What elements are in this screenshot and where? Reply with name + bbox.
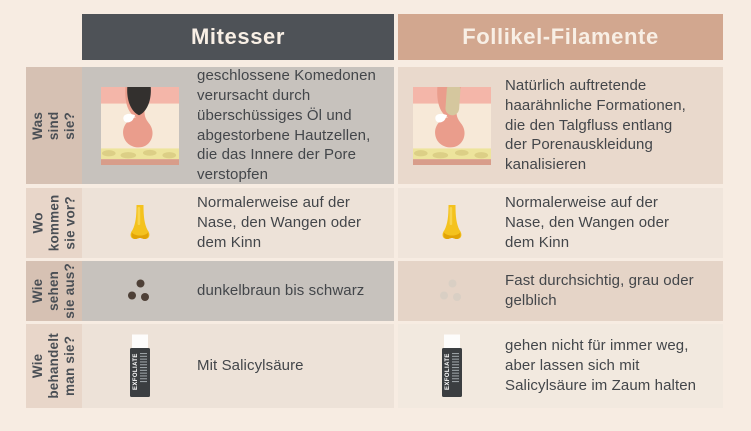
dark-dots-icon: [127, 279, 149, 301]
icon-box: [398, 86, 505, 165]
filament-appearance-text: Fast durchsichtig, grau oder gelblich: [505, 272, 694, 309]
cell-filament-treatment: EXFOLIATE gehen nicht für immer weg, abe…: [398, 324, 723, 408]
mitesser-definition-text: geschlossene Komedonen verursacht durch …: [197, 67, 376, 184]
row-label-was-sind-sie: Was sind sie?: [26, 67, 82, 184]
light-dots-icon: [439, 279, 461, 301]
cell-mitesser-location: Normalerweise auf der Nase, den Wangen o…: [82, 188, 394, 258]
skin-cross-section-blackhead-icon: [100, 86, 179, 165]
cell-mitesser-treatment: EXFOLIATE Mit Salicylsäure: [82, 324, 394, 408]
cell-filament-location: Normalerweise auf der Nase, den Wangen o…: [398, 188, 723, 258]
icon-box: [82, 86, 197, 165]
icon-box: EXFOLIATE: [82, 334, 197, 398]
row-label-wie-behandelt-man-sie: Wie behandelt man sie?: [26, 324, 82, 408]
icon-box: [82, 278, 197, 304]
skin-cross-section-filament-icon: [412, 86, 491, 165]
row-label-wie-sehen-sie-aus: Wie sehen sie aus?: [26, 261, 82, 321]
row-label-text: Was sind sie?: [30, 111, 77, 140]
cell-mitesser-definition: geschlossene Komedonen verursacht durch …: [82, 67, 394, 184]
row-label-text: Wie behandelt man sie?: [30, 333, 77, 399]
row-label-text: Wo kommen sie vor?: [30, 194, 77, 252]
svg-text:EXFOLIATE: EXFOLIATE: [445, 353, 451, 390]
icon-box: [82, 205, 197, 241]
nose-icon: [442, 205, 461, 239]
nose-icon: [130, 205, 149, 239]
filament-treatment-text: gehen nicht für immer weg, aber lassen s…: [505, 337, 697, 394]
row-label-text: Wie sehen sie aus?: [30, 263, 77, 319]
row-label-wo-kommen-sie-vor: Wo kommen sie vor?: [26, 188, 82, 258]
column-header-follikel-filamente: Follikel-Filamente: [398, 14, 723, 60]
column-header-mitesser-label: Mitesser: [190, 24, 286, 49]
mitesser-location-text: Normalerweise auf der Nase, den Wangen o…: [197, 194, 362, 251]
filament-location-text: Normalerweise auf der Nase, den Wangen o…: [505, 194, 670, 251]
cell-filament-definition: Natürlich auftretende haarähnliche Forma…: [398, 67, 723, 184]
filament-definition-text: Natürlich auftretende haarähnliche Forma…: [505, 77, 686, 174]
svg-text:EXFOLIATE: EXFOLIATE: [133, 353, 139, 390]
icon-box: [398, 205, 505, 241]
icon-box: [398, 278, 505, 304]
mitesser-appearance-text: dunkelbraun bis schwarz: [197, 282, 365, 300]
icon-box: EXFOLIATE: [398, 334, 505, 398]
exfoliant-bottle-icon: EXFOLIATE: [441, 334, 462, 397]
column-header-follikel-label: Follikel-Filamente: [462, 24, 659, 49]
cell-filament-appearance: Fast durchsichtig, grau oder gelblich: [398, 261, 723, 321]
cell-mitesser-appearance: dunkelbraun bis schwarz: [82, 261, 394, 321]
column-header-mitesser: Mitesser: [82, 14, 394, 60]
exfoliant-bottle-icon: EXFOLIATE: [129, 334, 150, 397]
mitesser-treatment-text: Mit Salicylsäure: [197, 357, 304, 375]
